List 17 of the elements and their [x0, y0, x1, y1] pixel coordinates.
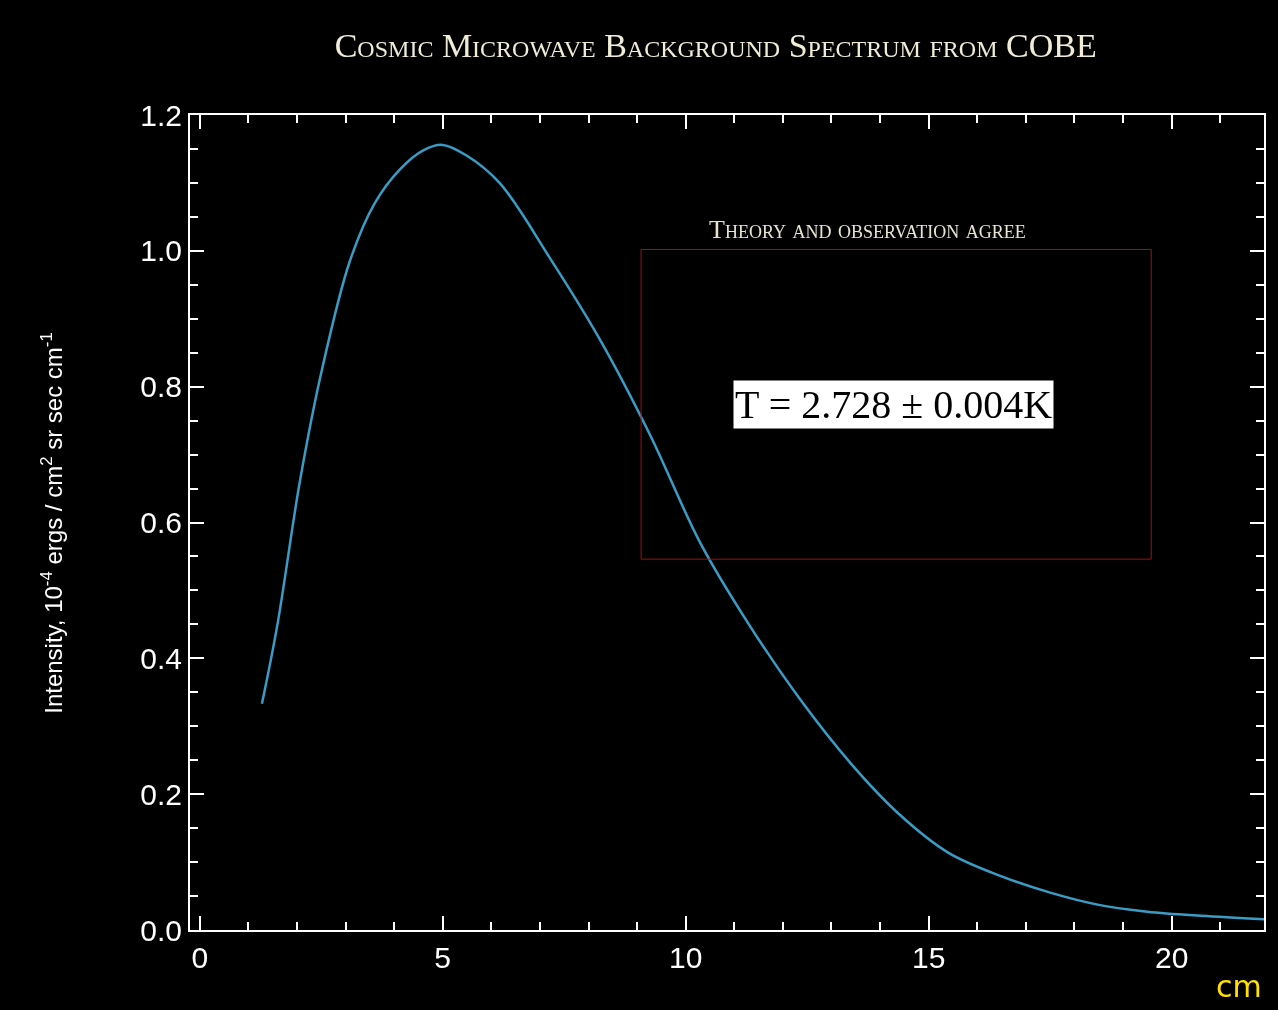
x-tick-label: 20 — [1154, 941, 1189, 974]
x-tick-label: 15 — [911, 941, 946, 974]
y-tick-label: 0.4 — [140, 641, 182, 675]
annotation: T = 2.728 ± 0.004K — [735, 382, 1053, 427]
y-tick-label: 0.6 — [140, 506, 182, 539]
chart-title: Cosmic Microwave Background Spectrum from COBE — [334, 27, 1097, 65]
annotation: Theory and observation agree — [709, 215, 1026, 244]
y-tick-label: 1.0 — [140, 234, 182, 268]
x-axis-title: cm — [1216, 969, 1262, 1004]
x-tick-label: 5 — [434, 941, 452, 974]
y-tick-label: 0.8 — [140, 370, 182, 404]
y-tick-label: 1.2 — [140, 98, 182, 132]
y-tick-label: 0.0 — [140, 913, 182, 947]
x-tick-label: 0 — [191, 941, 209, 974]
line-series — [260, 143, 1264, 921]
y-tick-label: 0.2 — [140, 777, 182, 811]
x-tick-label: 10 — [669, 941, 703, 974]
